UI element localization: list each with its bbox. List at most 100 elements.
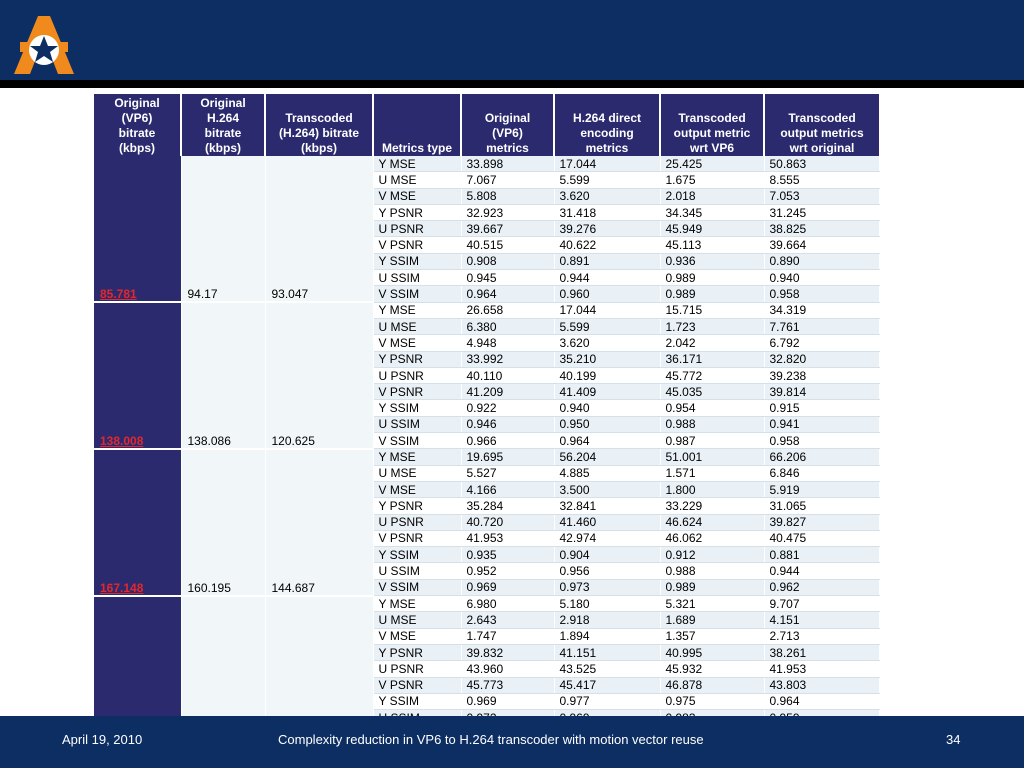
transcoded-wrt-vp6-cell: 1.357 <box>660 628 765 645</box>
footer-date: April 19, 2010 <box>62 732 143 747</box>
original-vp6-metric-cell: 2.643 <box>461 611 555 629</box>
transcoded-wrt-vp6-cell: 2.018 <box>660 188 765 205</box>
transcoded-bitrate-cell: 144.687 <box>265 448 374 597</box>
h264-direct-metric-cell: 0.960 <box>554 285 661 303</box>
table-row: Y PSNR 35.284 32.841 33.229 31.065 <box>94 497 880 515</box>
metrics-table-container: Original (VP6) bitrate (kbps) Original H.264 b… <box>94 94 880 744</box>
h264-direct-metric-cell: 0.964 <box>554 432 661 450</box>
table-row: 85.781 94.17 93.047 Y MSE 33.898 17.044 25.425… <box>94 156 880 304</box>
h264-direct-metric-cell: 56.204 <box>554 448 661 466</box>
column-header-line: Transcoded <box>285 111 353 125</box>
transcoded-wrt-vp6-cell: 0.988 <box>660 416 765 434</box>
transcoded-wrt-vp6-cell: 1.800 <box>660 481 765 499</box>
university-star-logo-icon <box>14 16 74 74</box>
transcoded-wrt-vp6-cell: 15.715 <box>660 302 765 319</box>
transcoded-wrt-vp6-cell: 45.035 <box>660 383 765 401</box>
column-header-line: output metric <box>673 126 751 140</box>
column-header: H.264 direct encoding metrics <box>554 94 661 156</box>
transcoded-wrt-original-cell: 43.803 <box>764 677 880 694</box>
h264-direct-metric-cell: 0.944 <box>554 269 661 287</box>
h264-direct-metric-cell: 17.044 <box>554 302 661 319</box>
column-header: Transcoded output metrics wrt original <box>764 94 879 156</box>
metric-type-cell: V MSE <box>373 481 462 499</box>
table-row: Y SSIM 0.935 0.904 0.912 0.881 <box>94 546 880 564</box>
table-row: V MSE 1.747 1.894 1.357 2.713 <box>94 628 880 645</box>
metric-type-cell: U SSIM <box>373 416 462 434</box>
original-vp6-metric-cell: 45.773 <box>461 677 555 694</box>
column-header-line: output metrics <box>780 126 864 140</box>
transcoded-wrt-vp6-cell: 0.954 <box>660 399 765 417</box>
transcoded-wrt-original-cell: 9.707 <box>764 595 880 613</box>
transcoded-wrt-original-cell: 0.962 <box>764 579 880 597</box>
original-vp6-metric-cell: 0.952 <box>461 562 555 580</box>
transcoded-wrt-vp6-cell: 1.675 <box>660 171 765 189</box>
original-vp6-metric-cell: 33.898 <box>461 156 555 173</box>
metric-type-cell: V MSE <box>373 334 462 352</box>
column-header: Original (VP6) bitrate (kbps) <box>94 94 182 156</box>
original-vp6-metric-cell: 32.923 <box>461 204 555 222</box>
original-vp6-metric-cell: 7.067 <box>461 171 555 189</box>
metric-type-cell: Y SSIM <box>373 253 462 271</box>
h264-direct-metric-cell: 35.210 <box>554 351 661 368</box>
table-row: V SSIM 0.966 0.964 0.987 0.958 <box>94 432 880 450</box>
transcoded-wrt-original-cell: 39.664 <box>764 236 880 254</box>
transcoded-wrt-original-cell: 0.964 <box>764 693 880 711</box>
metric-type-cell: Y MSE <box>373 302 462 319</box>
h264-direct-metric-cell: 41.460 <box>554 514 661 531</box>
transcoded-wrt-original-cell: 39.827 <box>764 514 880 531</box>
transcoded-wrt-original-cell: 38.261 <box>764 644 880 662</box>
h264-direct-metric-cell: 0.973 <box>554 579 661 597</box>
original-vp6-metric-cell: 41.209 <box>461 383 555 401</box>
column-header-line: metrics <box>486 141 529 155</box>
original-vp6-metric-cell: 33.992 <box>461 351 555 368</box>
transcoded-wrt-original-cell: 6.846 <box>764 465 880 482</box>
table-row: U MSE 5.527 4.885 1.571 6.846 <box>94 465 880 482</box>
transcoded-wrt-original-cell: 0.944 <box>764 562 880 580</box>
h264-direct-metric-cell: 41.151 <box>554 644 661 662</box>
column-header-line: bitrate <box>118 126 156 140</box>
slide-footer: April 19, 2010 Complexity reduction in V… <box>0 716 1024 768</box>
column-header-line: Original <box>114 96 160 110</box>
metric-type-cell: Y MSE <box>373 156 462 173</box>
original-vp6-metric-cell: 40.720 <box>461 514 555 531</box>
table-row: Y SSIM 0.969 0.977 0.975 0.964 <box>94 693 880 711</box>
transcoded-wrt-original-cell: 31.245 <box>764 204 880 222</box>
transcoded-wrt-vp6-cell: 33.229 <box>660 497 765 515</box>
h264-direct-metric-cell: 0.977 <box>554 693 661 711</box>
table-row: Y PSNR 32.923 31.418 34.345 31.245 <box>94 204 880 222</box>
metric-type-cell: V PSNR <box>373 383 462 401</box>
metric-type-cell: U SSIM <box>373 562 462 580</box>
h264-direct-metric-cell: 3.500 <box>554 481 661 499</box>
metric-type-cell: V MSE <box>373 188 462 205</box>
h264-direct-metric-cell: 3.620 <box>554 334 661 352</box>
header-divider <box>0 80 1024 88</box>
transcoded-wrt-original-cell: 0.958 <box>764 285 880 303</box>
table-row: V PSNR 40.515 40.622 45.113 39.664 <box>94 236 880 254</box>
column-header-line: encoding <box>580 126 634 140</box>
transcoded-wrt-original-cell: 50.863 <box>764 156 880 173</box>
column-header-line: Original <box>484 111 531 125</box>
footer-title: Complexity reduction in VP6 to H.264 tra… <box>278 732 704 747</box>
transcoder-metrics-table: Original (VP6) bitrate (kbps) Original H.264 b… <box>94 94 880 744</box>
metric-type-cell: V SSIM <box>373 579 462 597</box>
column-header-line: (kbps) <box>205 141 241 155</box>
transcoded-wrt-original-cell: 38.825 <box>764 220 880 238</box>
metric-type-cell: Y MSE <box>373 595 462 613</box>
metric-type-cell: U PSNR <box>373 220 462 238</box>
h264-direct-metric-cell: 3.620 <box>554 188 661 205</box>
transcoded-wrt-vp6-cell: 0.936 <box>660 253 765 271</box>
table-row: U SSIM 0.952 0.956 0.988 0.944 <box>94 562 880 580</box>
transcoded-wrt-original-cell: 34.319 <box>764 302 880 319</box>
table-header-row: Original (VP6) bitrate (kbps) Original H.264 b… <box>94 94 879 156</box>
transcoded-wrt-original-cell: 8.555 <box>764 171 880 189</box>
transcoded-wrt-original-cell: 4.151 <box>764 611 880 629</box>
slide-header-bar <box>0 0 1024 80</box>
transcoded-wrt-vp6-cell: 2.042 <box>660 334 765 352</box>
metric-type-cell: Y SSIM <box>373 546 462 564</box>
transcoded-wrt-original-cell: 0.940 <box>764 269 880 287</box>
transcoded-wrt-original-cell: 5.919 <box>764 481 880 499</box>
table-row: V MSE 4.166 3.500 1.800 5.919 <box>94 481 880 499</box>
transcoded-wrt-original-cell: 0.958 <box>764 432 880 450</box>
column-header-line: (kbps) <box>119 141 155 155</box>
transcoded-wrt-vp6-cell: 0.988 <box>660 562 765 580</box>
